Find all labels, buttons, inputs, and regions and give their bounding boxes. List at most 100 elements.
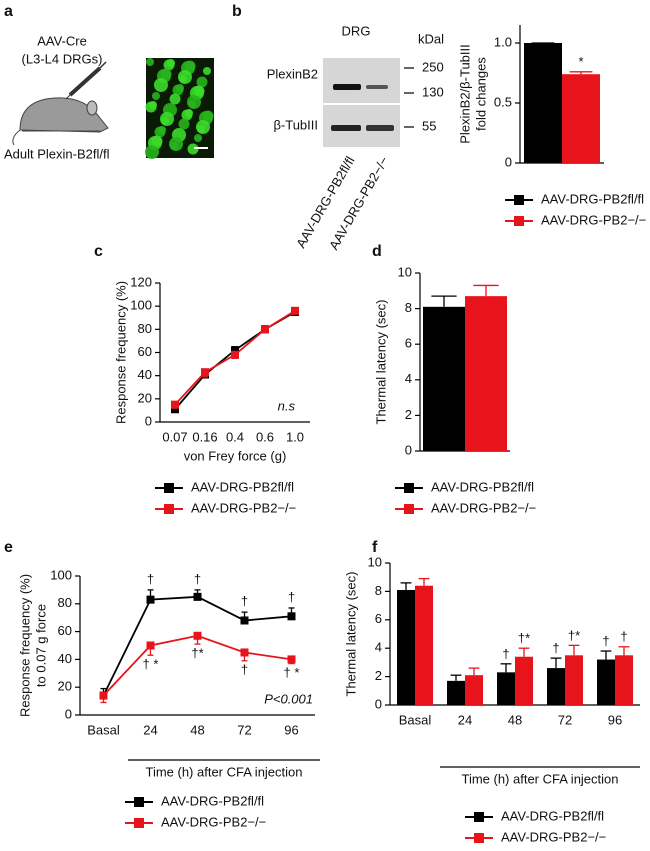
y-tick-label: 4	[375, 640, 382, 655]
point	[291, 306, 299, 315]
x-tick-label: 24	[143, 722, 157, 737]
point	[201, 368, 209, 377]
panel-label: f	[372, 539, 378, 556]
cell	[152, 92, 160, 100]
x-tick-label: 72	[558, 712, 572, 727]
cell	[193, 85, 205, 97]
cell	[176, 84, 184, 92]
bar	[524, 43, 562, 163]
bar	[562, 74, 600, 163]
cell	[178, 118, 190, 130]
legend-label: AAV-DRG-PB2−/−	[161, 814, 266, 829]
y-axis-label: Response frequency (%)	[113, 281, 128, 424]
significance-marker: †	[502, 646, 509, 661]
point	[261, 325, 269, 334]
cell	[202, 110, 214, 122]
significance-marker: †*	[191, 646, 203, 661]
x-tick-label: 96	[284, 722, 298, 737]
cell	[145, 145, 159, 159]
point	[193, 631, 202, 640]
x-axis-label: Time (h) after CFA injection	[461, 771, 618, 786]
significance-marker: †	[194, 571, 201, 586]
y-tick-label: 2	[375, 668, 382, 683]
point	[287, 655, 296, 664]
significance-marker: *	[578, 54, 583, 69]
significance-marker: †	[602, 633, 609, 648]
significance-marker: †	[288, 589, 295, 604]
y-tick-label: 20	[138, 390, 152, 405]
x-axis-label: von Frey force (g)	[184, 448, 287, 463]
cell	[169, 93, 181, 105]
point	[193, 592, 202, 601]
cell	[149, 101, 157, 109]
legend-label: AAV-DRG-PB2fl/fl	[501, 808, 604, 823]
bar	[515, 656, 533, 705]
x-axis-label: Time (h) after CFA injection	[145, 764, 302, 779]
bar	[547, 668, 565, 705]
legend-label: AAV-DRG-PB2−/−	[541, 212, 646, 227]
x-tick-label: 1.0	[286, 429, 304, 444]
blot-band-label: PlexinB2	[267, 66, 318, 81]
blot-band-label: β-TubIII	[273, 117, 318, 132]
cell	[169, 137, 183, 151]
bar	[565, 655, 583, 705]
bar	[465, 675, 483, 705]
legend-swatch	[164, 504, 174, 514]
y-tick-label: 0	[505, 154, 512, 169]
cell	[167, 59, 175, 67]
y-axis-label: Thermal latency (sec)	[373, 300, 388, 425]
x-tick-label: 0.07	[162, 429, 187, 444]
annotation: P<0.001	[264, 691, 313, 706]
point	[99, 691, 108, 700]
significance-marker: †*	[568, 628, 580, 643]
legend-swatch	[164, 483, 174, 493]
panel-label: a	[4, 3, 13, 20]
x-tick-label: Basal	[87, 722, 120, 737]
bar	[397, 589, 415, 705]
cell	[194, 134, 202, 142]
y-tick-label: 6	[375, 611, 382, 626]
x-tick-label: 48	[508, 712, 522, 727]
legend-label: AAV-DRG-PB2fl/fl	[431, 479, 534, 494]
point	[146, 641, 155, 650]
x-tick-label: 0.16	[192, 429, 217, 444]
y-tick-label: 6	[405, 336, 412, 351]
panel-label: b	[232, 3, 242, 20]
point	[240, 648, 249, 657]
y-tick-label: 100	[130, 298, 152, 313]
significance-marker: †	[241, 594, 248, 609]
y-tick-label: 10	[368, 554, 382, 569]
size-label: 250	[422, 59, 444, 74]
point	[146, 595, 155, 604]
point	[231, 346, 239, 355]
y-axis-label: PlexinB2/β-TubIII	[457, 44, 472, 143]
size-label: 130	[422, 84, 444, 99]
y-tick-label: 100	[50, 567, 72, 582]
cell	[184, 60, 196, 72]
cell	[160, 68, 172, 80]
y-tick-label: 40	[58, 651, 72, 666]
annotation: n.s	[278, 398, 296, 413]
x-tick-label: 0.4	[226, 429, 244, 444]
y-tick-label: 0	[65, 706, 72, 721]
significance-marker: †	[147, 571, 154, 586]
blot-unit: kDal	[418, 31, 444, 46]
y-tick-label: 4	[405, 371, 412, 386]
cell	[160, 112, 174, 126]
cell	[203, 67, 211, 75]
significance-marker: †*	[518, 631, 530, 646]
significance-marker: † *	[143, 657, 159, 672]
x-tick-label: 72	[237, 722, 251, 737]
cell	[187, 143, 199, 155]
y-tick-label: 8	[375, 583, 382, 598]
cell	[185, 109, 193, 117]
legend-swatch	[134, 818, 144, 828]
y-axis-label: Response frequency (%)	[17, 574, 32, 717]
significance-marker: †	[241, 662, 248, 677]
legend-swatch	[474, 812, 484, 822]
y-tick-label: 60	[58, 623, 72, 638]
y-axis-label: Thermal latency (sec)	[343, 572, 358, 697]
panel-a-text: (L3-L4 DRGs)	[22, 51, 103, 66]
bar	[447, 680, 465, 705]
legend-swatch	[404, 504, 414, 514]
